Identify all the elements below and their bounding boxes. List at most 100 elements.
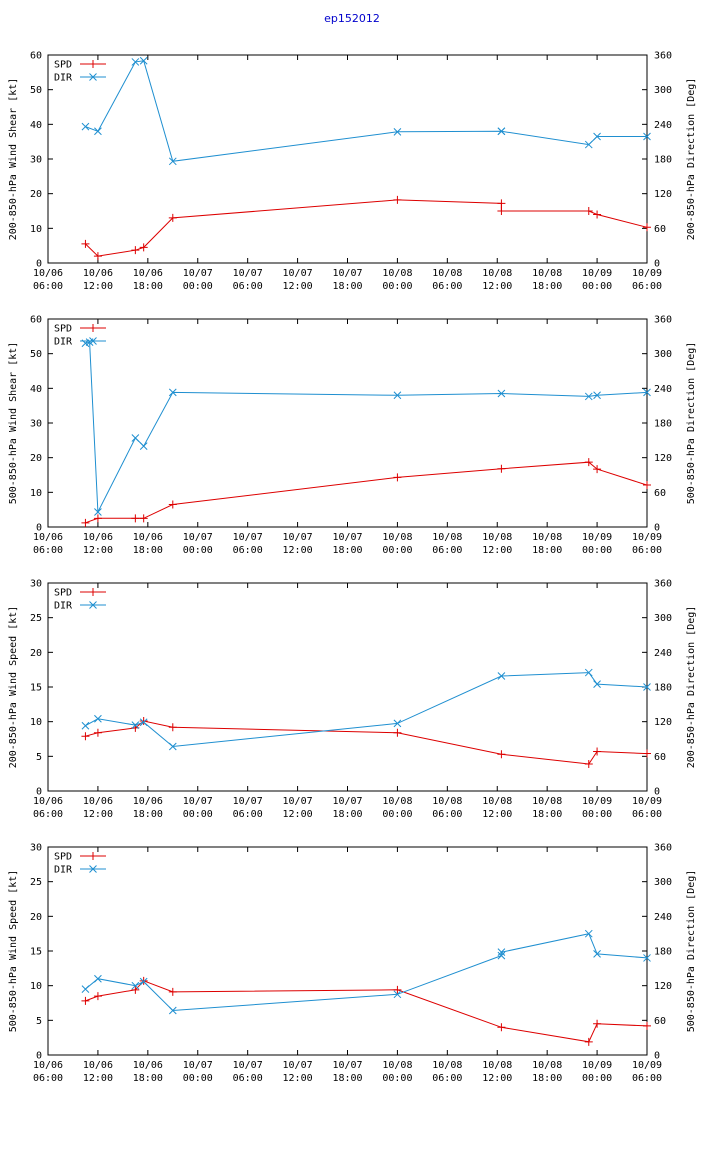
legend-marker-dir [89, 865, 97, 873]
series-line-dir [85, 933, 648, 1012]
x-tick-date: 10/07 [233, 796, 263, 807]
data-point-dir [393, 719, 402, 728]
y2-tick-label: 300 [654, 877, 672, 888]
y-tick-label: 60 [30, 315, 42, 326]
x-tick-time: 18:00 [532, 809, 562, 820]
data-point-spd [393, 985, 402, 994]
data-point-spd [168, 987, 177, 996]
plot-frame [47, 54, 648, 264]
x-tick-date: 10/07 [233, 1060, 263, 1071]
x-tick-date: 10/07 [233, 532, 263, 543]
x-tick-time: 12:00 [283, 281, 313, 292]
y2-tick-label: 180 [654, 683, 672, 694]
data-point-spd [497, 750, 506, 759]
data-point-dir [643, 388, 651, 397]
data-point-dir [497, 672, 506, 680]
y-tick-label: 20 [30, 189, 42, 200]
x-tick-date: 10/08 [382, 1060, 412, 1071]
y-axis-label: 200-850-hPa Wind Speed [kt] [8, 606, 19, 769]
legend-marker-spd [89, 852, 97, 860]
y2-tick-label: 120 [654, 189, 672, 200]
legend-marker-dir [89, 73, 97, 81]
y-tick-label: 15 [30, 947, 42, 958]
y2-tick-label: 360 [654, 579, 672, 590]
y2-tick-label: 240 [654, 384, 672, 395]
data-point-spd [139, 514, 148, 523]
data-point-dir [584, 668, 593, 677]
y-axis-label: 500-850-hPa Wind Speed [kt] [8, 870, 19, 1033]
data-point-dir [139, 718, 148, 727]
chart-panel-4: 05101520253006012018024030036010/0606:00… [8, 843, 697, 1085]
y-tick-label: 10 [30, 981, 42, 992]
data-point-dir [94, 508, 102, 516]
y2-tick-label: 60 [654, 1016, 666, 1027]
data-point-spd [393, 473, 402, 482]
y2-tick-label: 180 [654, 419, 672, 430]
data-point-dir [131, 434, 140, 442]
y-tick-label: 25 [30, 613, 42, 624]
data-point-spd [593, 210, 602, 219]
y-tick-label: 50 [30, 349, 42, 360]
data-point-dir [94, 127, 102, 136]
x-tick-time: 06:00 [432, 545, 462, 556]
x-tick-time: 00:00 [582, 545, 612, 556]
x-tick-date: 10/06 [33, 532, 63, 543]
x-tick-time: 18:00 [532, 1073, 562, 1084]
x-tick-date: 10/07 [283, 532, 313, 543]
data-point-dir [497, 948, 506, 957]
x-tick-time: 00:00 [183, 809, 213, 820]
x-tick-date: 10/07 [332, 1060, 362, 1071]
x-tick-time: 00:00 [382, 545, 412, 556]
x-tick-date: 10/09 [632, 268, 662, 279]
x-tick-date: 10/06 [33, 268, 63, 279]
y-tick-label: 30 [30, 843, 42, 854]
x-tick-time: 06:00 [432, 281, 462, 292]
x-tick-time: 12:00 [283, 545, 313, 556]
data-point-spd [139, 243, 148, 252]
y2-axis-label: 200-850-hPa Direction [Deg] [686, 78, 697, 241]
x-tick-time: 18:00 [332, 545, 362, 556]
data-point-spd [497, 1023, 506, 1032]
y-tick-label: 20 [30, 453, 42, 464]
x-tick-time: 00:00 [382, 809, 412, 820]
data-point-spd [139, 976, 148, 985]
y-tick-label: 25 [30, 877, 42, 888]
y2-tick-label: 120 [654, 717, 672, 728]
x-tick-time: 18:00 [133, 545, 163, 556]
y2-tick-label: 300 [654, 613, 672, 624]
x-tick-time: 18:00 [133, 809, 163, 820]
x-tick-time: 12:00 [482, 1073, 512, 1084]
x-tick-time: 00:00 [382, 281, 412, 292]
data-point-spd [131, 514, 140, 523]
x-tick-time: 18:00 [133, 281, 163, 292]
y2-tick-label: 240 [654, 120, 672, 131]
y2-tick-label: 360 [654, 315, 672, 326]
y2-axis-label: 200-850-hPa Direction [Deg] [686, 606, 697, 769]
x-tick-date: 10/06 [83, 796, 113, 807]
data-point-spd [584, 207, 593, 215]
x-tick-time: 00:00 [382, 1073, 412, 1084]
y-axis-label: 500-850-hPa Wind Shear [kt] [8, 342, 19, 505]
x-tick-date: 10/08 [432, 268, 462, 279]
data-point-spd [497, 464, 506, 473]
x-tick-date: 10/07 [233, 268, 263, 279]
y-tick-label: 10 [30, 224, 42, 235]
x-tick-date: 10/07 [183, 268, 213, 279]
x-tick-time: 06:00 [632, 545, 662, 556]
y-tick-label: 40 [30, 120, 42, 131]
x-tick-date: 10/08 [382, 796, 412, 807]
data-point-dir [168, 388, 177, 397]
x-tick-time: 06:00 [233, 809, 263, 820]
plot-frame [47, 846, 648, 1056]
y2-tick-label: 0 [654, 523, 660, 534]
x-tick-time: 12:00 [482, 545, 512, 556]
x-tick-time: 12:00 [482, 281, 512, 292]
data-point-dir [168, 1006, 177, 1015]
x-tick-date: 10/09 [582, 1060, 612, 1071]
x-tick-date: 10/07 [332, 796, 362, 807]
data-point-spd [131, 985, 140, 994]
data-point-spd [81, 732, 90, 741]
y-tick-label: 40 [30, 384, 42, 395]
legend-label-spd: SPD [54, 324, 72, 335]
y-tick-label: 30 [30, 155, 42, 166]
